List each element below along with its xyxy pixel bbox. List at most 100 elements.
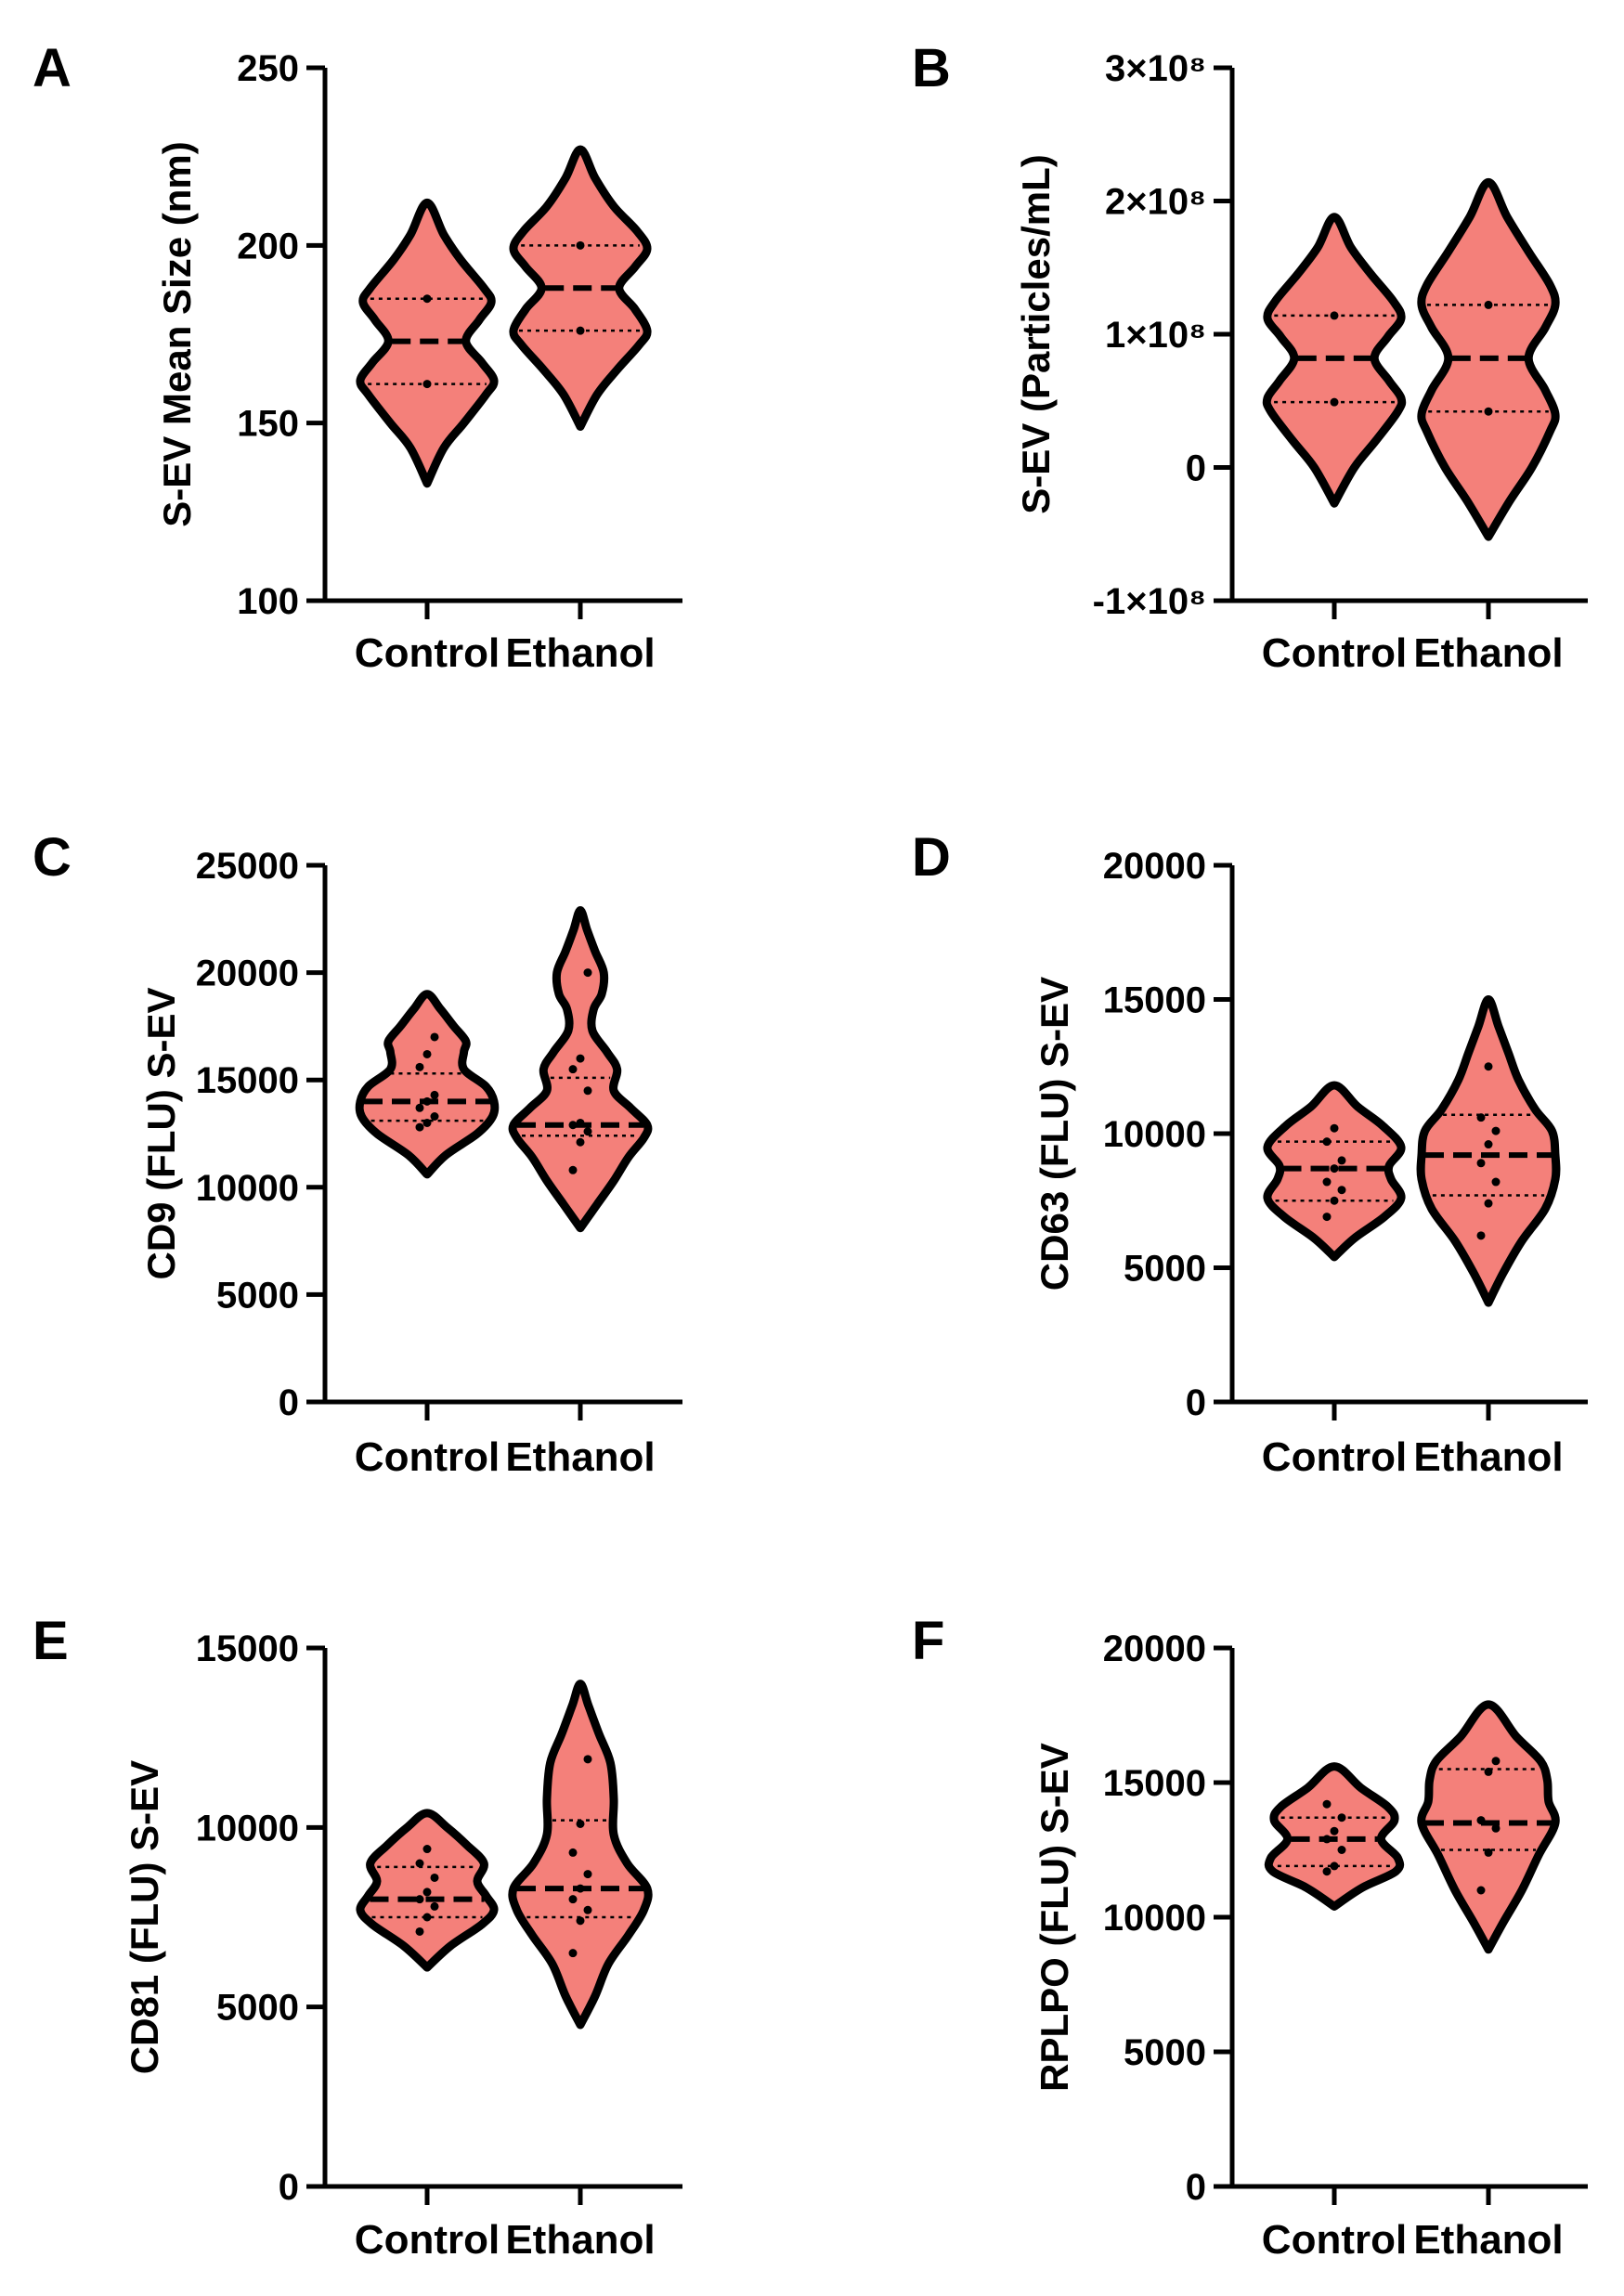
violin-control xyxy=(1263,1081,1406,1262)
x-category-label: Ethanol xyxy=(505,630,655,676)
x-category-label: Ethanol xyxy=(1413,2217,1563,2263)
data-point xyxy=(1491,1757,1501,1766)
data-point xyxy=(1337,1846,1346,1854)
y-tick-label: 2×10⁸ xyxy=(1105,182,1206,223)
y-axis-title: CD9 (FLU) S-EV xyxy=(139,988,183,1280)
data-point xyxy=(1476,1886,1486,1895)
y-tick-label: 5000 xyxy=(1124,2032,1206,2073)
data-point xyxy=(576,1884,585,1893)
x-category-label: Ethanol xyxy=(1413,630,1563,676)
y-tick-label: 200 xyxy=(237,226,299,266)
violin-shape xyxy=(1416,995,1561,1307)
violin-control xyxy=(356,198,499,488)
y-tick-label: 15000 xyxy=(1103,980,1206,1021)
data-point xyxy=(568,1165,578,1174)
y-tick-label: 5000 xyxy=(216,1988,299,2029)
data-point xyxy=(1484,1199,1493,1208)
y-tick-label: 0 xyxy=(279,2167,299,2208)
data-point xyxy=(1484,1848,1493,1857)
data-point xyxy=(1476,1816,1486,1825)
data-point xyxy=(430,1032,439,1042)
panel-letter: C xyxy=(32,827,71,888)
x-category-label: Ethanol xyxy=(1413,1434,1563,1480)
violin-shape xyxy=(1417,1700,1560,1954)
data-point xyxy=(583,1755,592,1764)
violin-control xyxy=(1264,1762,1405,1911)
data-point xyxy=(1491,1823,1501,1833)
y-tick-label: -1×10⁸ xyxy=(1093,581,1206,622)
violin-ethanol xyxy=(508,1680,653,2030)
y-axis-title: S-EV Mean Size (nm) xyxy=(155,141,199,526)
data-point xyxy=(430,1112,439,1122)
x-category-label: Ethanol xyxy=(505,2217,655,2263)
violin-shape xyxy=(355,990,500,1179)
x-category-label: Control xyxy=(355,1434,500,1480)
data-point xyxy=(415,1926,424,1936)
data-point xyxy=(583,1127,592,1136)
chart-panel-c: C 0 5000 10000 15000 20000 25000 Control Ethanol… xyxy=(32,827,682,1480)
y-tick-label: 20000 xyxy=(1103,1628,1206,1669)
data-point xyxy=(1330,1861,1339,1871)
chart-panel-a: A 100 150 200 250 Control Ethanol S-EV Mean Siz… xyxy=(32,38,682,676)
data-point xyxy=(1330,1164,1339,1174)
x-category-label: Control xyxy=(355,630,500,676)
data-point xyxy=(1330,1123,1339,1133)
data-point xyxy=(422,1096,432,1106)
chart-panel-d: D 0 5000 10000 15000 20000 Control Ethanol CD63 … xyxy=(912,827,1588,1480)
x-category-label: Control xyxy=(1262,1434,1407,1480)
panel-letter: B xyxy=(912,38,951,98)
data-point xyxy=(1322,1137,1332,1147)
data-point xyxy=(576,1137,585,1147)
y-tick-label: 5000 xyxy=(216,1275,299,1316)
violin-ethanol xyxy=(509,145,652,431)
data-point xyxy=(415,1895,424,1904)
data-point xyxy=(576,1054,585,1063)
y-tick-label: 20000 xyxy=(196,953,299,994)
y-tick-label: 250 xyxy=(237,48,299,89)
data-point xyxy=(568,1949,578,1958)
violin-control xyxy=(1262,213,1407,508)
data-point xyxy=(576,1916,585,1926)
y-tick-label: 0 xyxy=(279,1382,299,1423)
data-point xyxy=(568,1848,578,1857)
violin-ethanol xyxy=(1416,995,1561,1307)
y-axis-title: CD63 (FLU) S-EV xyxy=(1033,977,1076,1291)
data-point xyxy=(583,1870,592,1879)
data-point xyxy=(1330,397,1339,407)
data-point xyxy=(568,1065,578,1074)
chart-panel-f: F 0 5000 10000 15000 20000 Control Ethanol RPLPO… xyxy=(912,1611,1588,2263)
data-point xyxy=(576,1819,585,1828)
data-point xyxy=(1337,1813,1346,1823)
data-point xyxy=(576,326,585,335)
y-axis-title: S-EV (Particles/mL) xyxy=(1014,154,1058,513)
violin-ethanol xyxy=(1417,1700,1560,1954)
panel-letter: E xyxy=(32,1611,69,1671)
y-tick-label: 10000 xyxy=(196,1808,299,1848)
data-point xyxy=(583,1086,592,1096)
data-point xyxy=(422,1118,432,1127)
data-point xyxy=(1491,1177,1501,1187)
data-point xyxy=(430,1901,439,1911)
violin-ethanol xyxy=(508,906,653,1233)
data-point xyxy=(576,240,585,250)
data-point xyxy=(576,1118,585,1127)
data-point xyxy=(1476,1231,1486,1240)
data-point xyxy=(422,1049,432,1058)
data-point xyxy=(415,1122,424,1132)
y-tick-label: 100 xyxy=(237,581,299,622)
y-tick-label: 10000 xyxy=(196,1168,299,1209)
data-point xyxy=(415,1103,424,1112)
violin-ethanol xyxy=(1417,177,1560,541)
y-tick-label: 0 xyxy=(1186,448,1206,489)
y-tick-label: 15000 xyxy=(196,1628,299,1669)
y-axis-title: CD81 (FLU) S-EV xyxy=(123,1760,166,2074)
x-category-label: Control xyxy=(355,2217,500,2263)
y-tick-label: 1×10⁸ xyxy=(1105,315,1206,356)
chart-panel-b: B -1×10⁸ 0 1×10⁸ 2×10⁸ 3×10⁸ Control Ethanol S-E… xyxy=(912,38,1588,676)
data-point xyxy=(430,1090,439,1099)
data-point xyxy=(422,294,432,304)
data-point xyxy=(1322,1799,1332,1809)
data-point xyxy=(1484,1767,1493,1776)
panel-letter: A xyxy=(32,38,71,98)
